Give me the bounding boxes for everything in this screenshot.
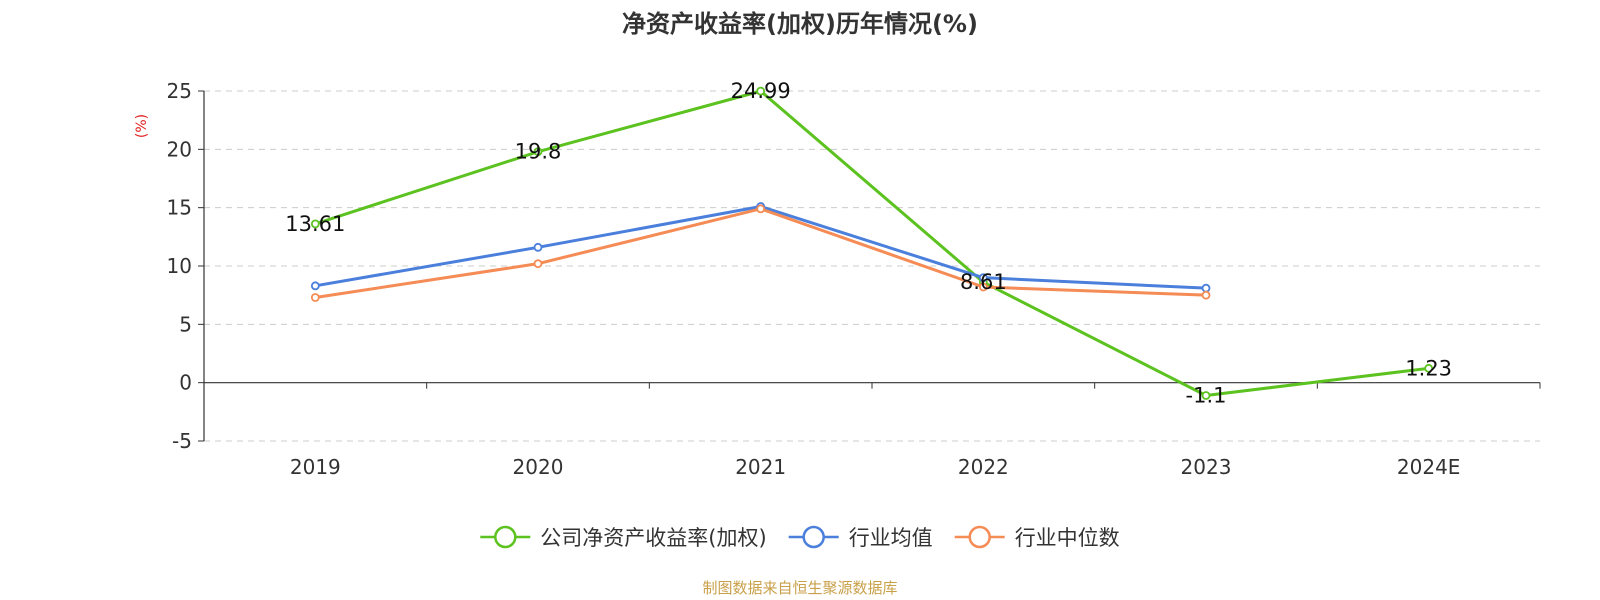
data-point	[1424, 363, 1434, 373]
series-line-0	[314, 89, 1429, 397]
y-tick-label: -5	[172, 429, 192, 453]
x-tick-label: 2024E	[1397, 455, 1461, 479]
data-label: -1.1	[1186, 384, 1227, 408]
y-tick-label: 10	[167, 254, 192, 278]
data-point	[1201, 391, 1211, 400]
x-tick-label: 2020	[513, 455, 564, 479]
axes: 25 20 15 10 5 0 -5 2019 2020 2021 2022 2023 2024E	[167, 79, 1541, 479]
data-label: 8.61	[960, 270, 1007, 294]
data-point	[978, 282, 988, 292]
data-point	[978, 273, 988, 283]
legend-item[interactable]: 行业中位数	[954, 525, 1120, 550]
data-point	[310, 281, 320, 291]
y-tick-label: 20	[167, 137, 192, 161]
data-label: 19.8	[515, 140, 562, 164]
data-point	[533, 147, 543, 157]
legend-label: 行业均值	[849, 526, 933, 550]
x-tick-label: 2022	[958, 455, 1009, 479]
data-point	[533, 242, 543, 252]
data-label: 1.23	[1405, 356, 1452, 380]
legend-circle-icon	[802, 525, 825, 549]
legend-label: 行业中位数	[1015, 526, 1120, 550]
data-point	[1201, 283, 1211, 293]
y-tick-label: 25	[167, 79, 192, 103]
data-label: 13.61	[285, 212, 345, 236]
y-tick-label: 5	[179, 312, 192, 336]
x-tick-label: 2023	[1181, 455, 1232, 479]
data-point	[310, 219, 320, 229]
data-point	[533, 259, 543, 269]
x-tick-label: 2019	[290, 455, 341, 479]
legend-circle-icon	[968, 525, 991, 549]
legend[interactable]: 公司净资产收益率(加权) 行业均值 行业中位数	[480, 525, 1120, 550]
legend-item[interactable]: 行业均值	[788, 525, 933, 550]
y-tick-label: 0	[179, 371, 192, 395]
data-point	[756, 86, 766, 96]
series-group	[310, 86, 1434, 400]
y-axis-label: (%)	[134, 114, 150, 138]
data-point	[1201, 290, 1211, 300]
legend-circle-icon	[494, 525, 517, 549]
chart-title: 净资产收益率(加权)历年情况(%)	[622, 10, 978, 38]
data-point	[310, 293, 320, 302]
x-tick-label: 2021	[735, 455, 786, 479]
y-tick-label: 15	[167, 196, 192, 220]
legend-label: 公司净资产收益率(加权)	[540, 526, 766, 550]
data-point	[756, 204, 766, 214]
series-line-2	[315, 207, 1207, 299]
legend-item[interactable]: 公司净资产收益率(加权)	[480, 525, 767, 550]
source-note: 制图数据来自恒生聚源数据库	[702, 579, 897, 597]
data-labels: 13.61 19.8 24.99 8.61 -1.1 1.23	[285, 79, 1452, 407]
data-label: 24.99	[731, 79, 791, 103]
